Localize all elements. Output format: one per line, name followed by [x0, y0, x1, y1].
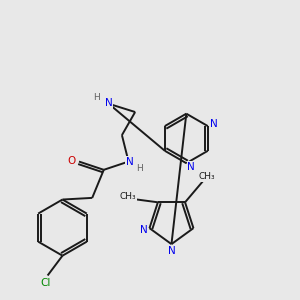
- Text: CH₃: CH₃: [120, 192, 136, 201]
- Text: H: H: [136, 164, 142, 173]
- Text: O: O: [68, 156, 76, 166]
- Text: N: N: [126, 157, 134, 166]
- Text: N: N: [140, 225, 147, 235]
- Text: H: H: [93, 93, 100, 102]
- Text: CH₃: CH₃: [199, 172, 215, 182]
- Text: N: N: [168, 246, 176, 256]
- Text: Cl: Cl: [41, 278, 51, 288]
- Text: N: N: [105, 98, 112, 108]
- Text: N: N: [188, 161, 195, 172]
- Text: N: N: [210, 119, 218, 129]
